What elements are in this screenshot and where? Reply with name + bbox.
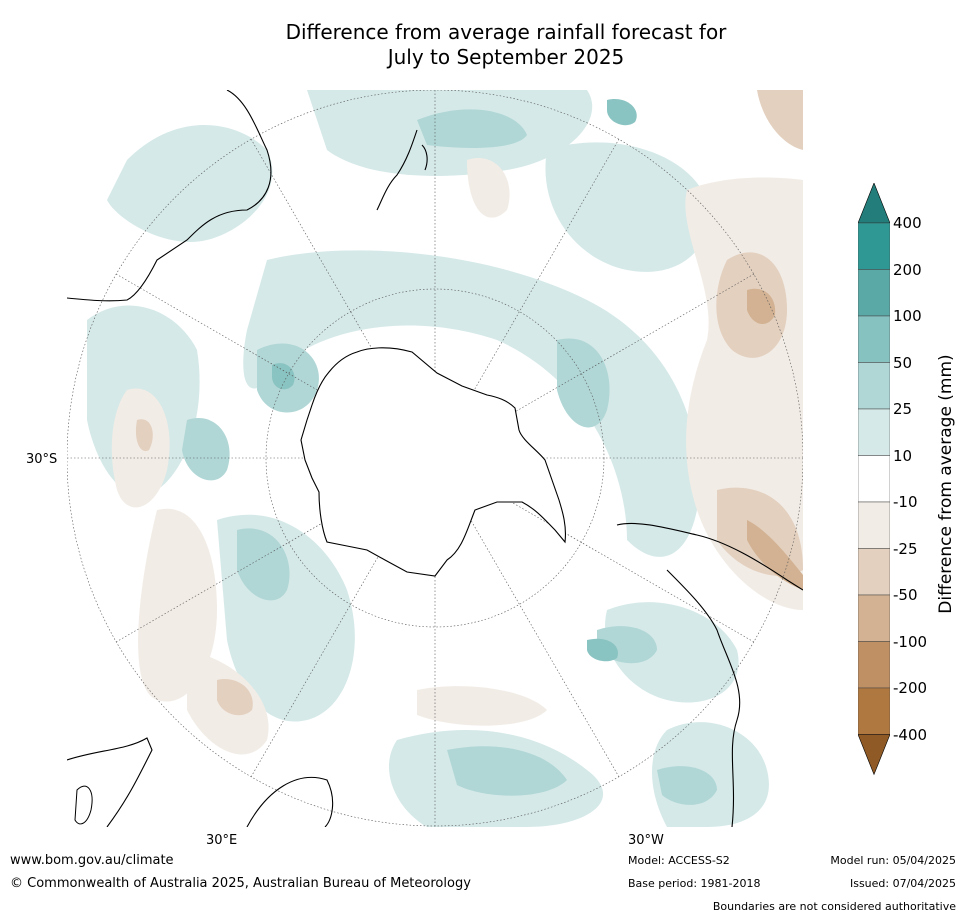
colorbar-segment (858, 362, 890, 410)
wetter-regions-dark (271, 99, 637, 662)
colorbar (858, 183, 890, 776)
dry-region-ne2 (467, 158, 510, 218)
colorbar-tick-label: -400 (893, 725, 928, 744)
footer-website: www.bom.gov.au/climate (10, 853, 174, 868)
colorbar-segment (858, 594, 890, 642)
colorbar-tick-label: 10 (893, 446, 913, 465)
colorbar-tick-label: 50 (893, 353, 913, 372)
title-line-1: Difference from average rainfall forecas… (285, 20, 727, 44)
africa-coastline (67, 737, 334, 827)
colorbar-tick-label: -25 (893, 539, 918, 558)
wet-mid-6 (447, 746, 567, 796)
wet-region-southeast (605, 602, 739, 703)
antarctica-coastline (300, 347, 566, 577)
wet-mid-4 (557, 338, 610, 428)
dry-mid-4 (135, 419, 153, 452)
new-zealand-coastline (376, 129, 428, 211)
colorbar-segment (858, 455, 890, 503)
footer-disclaimer: Boundaries are not considered authoritat… (712, 900, 956, 913)
rainfall-map (67, 90, 803, 827)
colorbar-tick-label: -10 (893, 493, 918, 511)
australia-coastline (67, 90, 272, 302)
colorbar-tick-label: -50 (893, 586, 918, 604)
wet-dark-1 (271, 363, 295, 390)
colorbar-tick-label: 200 (893, 260, 922, 279)
map-title: Difference from average rainfall forecas… (0, 20, 965, 70)
longitude-label-east: 30°E (206, 833, 238, 848)
wet-dark-2 (607, 99, 637, 126)
wet-mid-2 (182, 418, 230, 481)
colorbar-extend-top (858, 183, 890, 224)
wet-dark-3 (587, 638, 618, 662)
wet-mid-5 (417, 109, 527, 148)
dry-mid-5 (757, 90, 803, 150)
title-line-2: July to September 2025 (387, 45, 625, 69)
colorbar-tick-label: -100 (893, 632, 928, 651)
colorbar-extend-bottom (858, 734, 890, 776)
colorbar-segment (858, 641, 890, 689)
map-svg (67, 90, 803, 827)
colorbar-segment (858, 315, 890, 363)
dry-dark-2 (747, 520, 803, 590)
footer-model: Model: ACCESS-S2 (628, 854, 730, 867)
latitude-label: 30°S (26, 452, 58, 467)
wet-region-ring (243, 250, 699, 557)
madagascar-coastline (74, 785, 93, 825)
wet-mid-3 (237, 528, 290, 601)
colorbar-tick-label: 25 (893, 400, 913, 418)
colorbar-segment (858, 408, 890, 456)
wet-region-east (545, 142, 709, 272)
footer-model-run: Model run: 05/04/2025 (830, 854, 956, 867)
drier-regions-dark (747, 288, 803, 590)
footer-issued: Issued: 07/04/2025 (849, 877, 956, 890)
footer-base-period: Base period: 1981-2018 (628, 877, 761, 890)
longitude-label-west: 30°W (628, 833, 664, 848)
footer-copyright: © Commonwealth of Australia 2025, Austra… (10, 876, 471, 891)
wet-region-nw (107, 125, 273, 242)
colorbar-tick-label: -200 (893, 679, 928, 697)
wetter-regions-mid (182, 109, 717, 805)
colorbar-tick-label: 400 (893, 214, 922, 232)
colorbar-segment (858, 548, 890, 596)
dry-mid-3 (217, 679, 253, 716)
wet-mid-8 (657, 766, 717, 805)
dry-region-south (417, 686, 547, 726)
colorbar-title: Difference from average (mm) (936, 354, 956, 614)
dry-dark-1 (747, 288, 776, 325)
colorbar-segment (858, 222, 890, 270)
colorbar-segments (858, 183, 890, 776)
south-america-coastline (616, 522, 803, 827)
colorbar-segment (858, 687, 890, 735)
colorbar-segment (858, 501, 890, 549)
colorbar-tick-label: 100 (893, 307, 922, 325)
colorbar-segment (858, 269, 890, 317)
